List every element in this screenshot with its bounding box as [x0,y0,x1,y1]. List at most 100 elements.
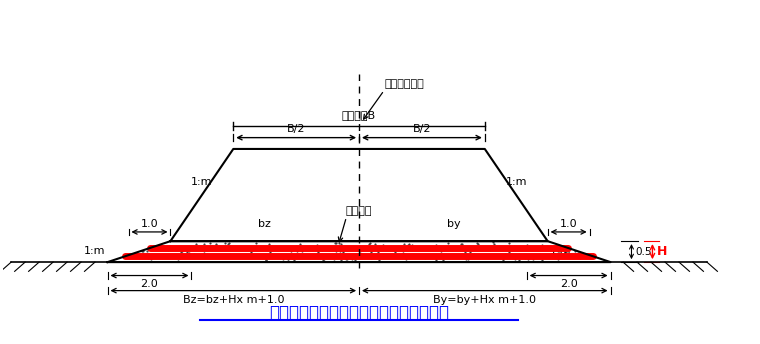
Point [260,257,272,262]
Point [182,251,195,256]
Point [486,240,499,245]
Point [430,243,442,248]
Point [389,249,401,255]
Point [508,243,520,248]
Point [553,250,565,256]
Text: 土工格居加筋碎石垫层处理软基横断面图: 土工格居加筋碎石垫层处理软基横断面图 [269,304,449,322]
Point [505,251,518,257]
Point [376,243,388,248]
Text: 路基宽度B: 路基宽度B [342,110,376,120]
Point [214,253,226,258]
Point [497,255,509,261]
Point [173,258,185,264]
Point [283,246,296,251]
Text: 1:m: 1:m [549,246,572,256]
Point [420,256,432,261]
Point [198,242,210,247]
Point [271,253,283,259]
Point [499,251,511,256]
Point [407,243,419,248]
Point [480,254,492,259]
Point [227,246,239,252]
Point [243,253,255,258]
Point [364,251,376,256]
Point [550,252,562,258]
Point [488,241,500,247]
Point [552,256,564,262]
Point [311,242,323,247]
Point [470,240,483,246]
Point [192,246,204,251]
Point [552,247,564,253]
Point [337,250,350,255]
Point [291,248,303,253]
Point [497,257,509,263]
Point [244,253,256,258]
Point [541,243,553,248]
Point [440,247,452,252]
Point [429,253,442,259]
Point [513,257,525,263]
Point [290,243,302,249]
Point [244,252,256,257]
Point [429,257,442,262]
Point [370,243,382,249]
Point [485,252,497,257]
Point [437,253,449,259]
Point [264,249,276,255]
Point [475,244,487,250]
Point [198,250,211,256]
Point [312,251,324,256]
Point [175,246,187,252]
Point [315,252,328,258]
Point [397,250,409,255]
Point [219,240,231,246]
Point [509,256,521,262]
Point [277,256,289,261]
Point [131,254,144,259]
Point [365,250,377,255]
Point [190,245,202,250]
Point [206,244,218,249]
Point [250,240,262,246]
Point [519,255,531,261]
Point [176,249,188,254]
Point [201,251,214,257]
Point [470,246,483,252]
Point [330,240,342,245]
Point [448,244,461,249]
Polygon shape [108,241,610,262]
Point [147,252,159,258]
Point [155,252,167,258]
Point [281,256,293,261]
Point [514,253,526,258]
Point [476,246,488,252]
Point [330,249,342,254]
Point [560,249,572,255]
Text: 1:m: 1:m [505,177,527,187]
Text: 1:m: 1:m [191,177,213,187]
Point [141,248,153,254]
Point [460,256,472,262]
Point [244,245,256,250]
Point [333,240,345,246]
Text: 2.0: 2.0 [141,279,158,289]
Point [290,245,302,250]
Point [575,256,587,261]
Point [296,248,308,253]
Point [438,247,450,252]
Point [174,252,186,257]
Point [569,248,581,254]
Point [522,256,534,262]
Point [448,253,461,259]
Point [433,243,445,249]
Point [454,241,467,247]
Point [223,240,235,246]
Point [398,251,410,257]
Point [204,240,216,246]
Point [480,254,492,260]
Point [210,241,222,247]
Point [426,246,438,251]
Point [222,241,234,247]
Point [556,254,568,259]
